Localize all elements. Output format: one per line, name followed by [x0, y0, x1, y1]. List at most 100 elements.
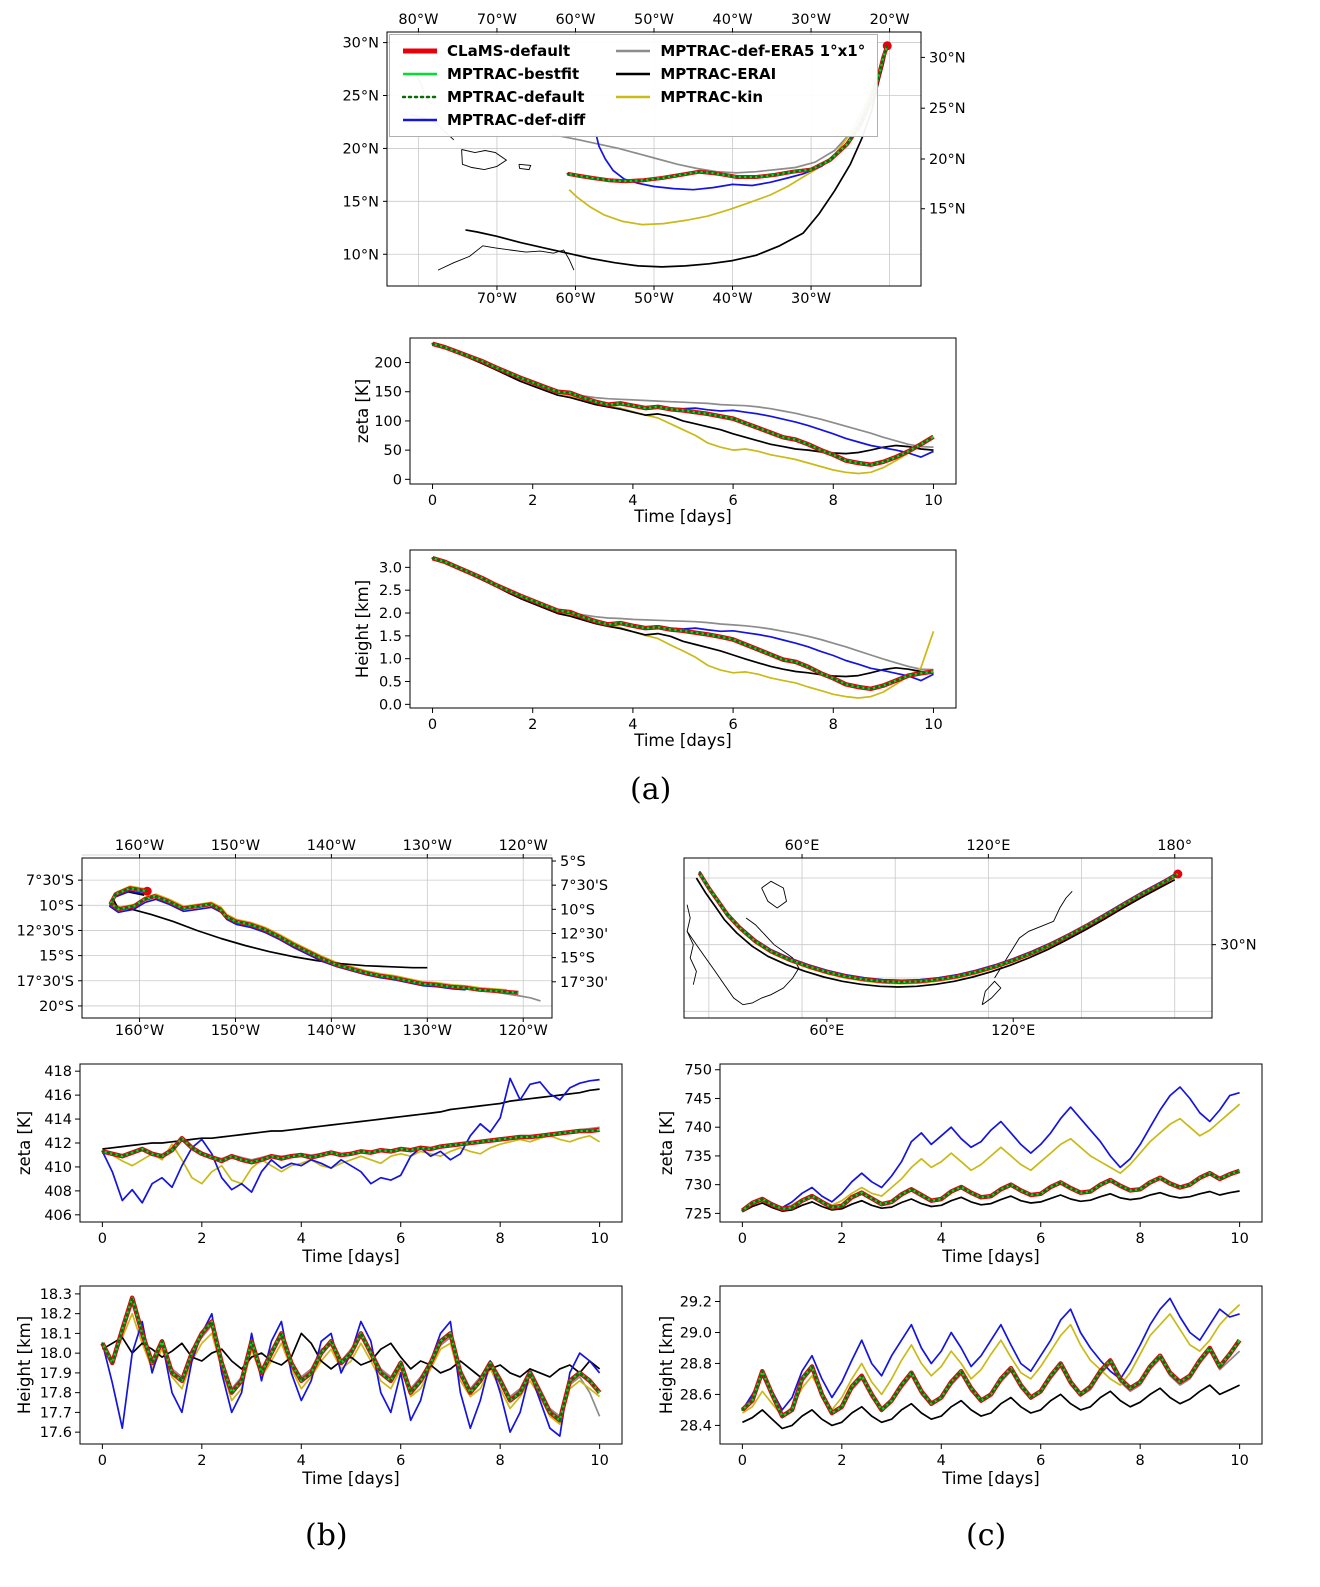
tick-label: 150°W [211, 1023, 260, 1039]
mptrac-def-era5-swatch-line [616, 49, 651, 53]
panel-b-caption: (b) [305, 1518, 348, 1553]
series-mptrac-default [431, 557, 935, 690]
tick-label: 60°W [555, 12, 595, 28]
panel-a-map: CLaMS-default MPTRAC-bestfit MPTRAC-defaul… [333, 8, 969, 310]
map-c-svg: 60°E 120°E 180° 60°E 120°E 30°N [683, 838, 1257, 1039]
tick-label: 7°30'S [560, 878, 608, 894]
legend-label: MPTRAC-def-diff [447, 111, 586, 129]
plot-border [719, 1063, 1263, 1223]
mptrac-kin-swatch-line [616, 95, 651, 99]
series-clams-default [431, 556, 934, 692]
legend-label: MPTRAC-ERAI [660, 65, 777, 83]
series-mptrac-def-era5 [432, 342, 934, 449]
series-mptrac-kin [101, 1312, 601, 1426]
tick-label: 15°N [342, 194, 379, 210]
panel-c-map: 60°E 120°E 180° 60°E 120°E 30°N [664, 836, 1270, 1040]
tick-label: 6 [396, 1453, 405, 1469]
coastline [686, 917, 800, 1006]
panel-b-zeta-plot: 0 2 4 6 8 10 406 408 410 412 414 416 418 Time [days] z… [14, 1056, 636, 1270]
legend-entry-mptrac-bestfit: MPTRAC-bestfit [402, 65, 585, 83]
tick-label: 730 [684, 1178, 712, 1194]
coastline [761, 880, 788, 909]
tick-label: 150 [374, 385, 402, 401]
plot-border [79, 1285, 623, 1445]
tick-label: Time [days] [633, 731, 731, 750]
tick-label: 2.0 [379, 606, 402, 622]
series-mptrac-def-era5 [432, 557, 934, 671]
tick-label: 70°W [477, 291, 517, 307]
tick-label: Time [days] [301, 1247, 399, 1266]
tick-label: 160°W [115, 838, 164, 854]
tick-label: 28.8 [680, 1356, 712, 1372]
series-mptrac-def-diff [432, 557, 934, 682]
tick-label: 0 [98, 1453, 107, 1469]
series-mptrac-kin [698, 874, 1179, 985]
tick-label: 6 [396, 1231, 405, 1247]
tick-label: 17°30'S [17, 974, 74, 990]
tick-label: 15°S [39, 949, 74, 965]
tick-label: 2 [837, 1453, 846, 1469]
tick-label: Height [km] [657, 1316, 676, 1414]
mptrac-bestfit-swatch-line [403, 72, 437, 76]
tick-label: 18.0 [40, 1346, 72, 1362]
tick-label: 30°W [791, 291, 831, 307]
tick-label: 12°30'S [17, 923, 74, 939]
tick-label: 120°E [966, 838, 1010, 854]
tick-label: 2 [837, 1231, 846, 1247]
legend-label: MPTRAC-default [447, 88, 585, 106]
legend-entry-mptrac-erai: MPTRAC-ERAI [615, 65, 865, 83]
tick-label: 4 [297, 1453, 306, 1469]
tick-label: 10 [1230, 1453, 1248, 1469]
legend-entry-mptrac-def-diff: MPTRAC-def-diff [402, 111, 585, 129]
tick-label: 2 [197, 1231, 206, 1247]
tick-label: 80°W [398, 12, 438, 28]
tick-label: 8 [496, 1453, 505, 1469]
series-mptrac-default [109, 887, 520, 994]
tick-label: 10 [1230, 1231, 1248, 1247]
legend-label: MPTRAC-kin [660, 88, 764, 106]
tick-label: 10 [924, 493, 942, 509]
panel-a-caption: (a) [630, 772, 672, 807]
series-mptrac-default [566, 44, 889, 183]
tick-label: 50°W [634, 12, 674, 28]
tick-label: 2.5 [379, 583, 402, 599]
series-mptrac-erai [432, 557, 934, 678]
legend-column: MPTRAC-def-ERA5 1°x1° MPTRAC-ERAI MPTRAC-k… [615, 42, 865, 129]
series-mptrac-erai [742, 1384, 1240, 1430]
series-mptrac-def-diff [741, 1297, 1240, 1411]
panel-b-height-plot: 0 2 4 6 8 10 17.6 17.7 17.8 17.9 18.0 18.1 18.2 18.3 T… [14, 1278, 636, 1492]
coastline [981, 980, 1002, 1006]
series-mptrac-def-era5 [698, 872, 1179, 983]
tick-label: 29.0 [680, 1325, 712, 1341]
tick-label: 0 [98, 1231, 107, 1247]
tick-label: 3.0 [379, 560, 402, 576]
tick-label: 2 [528, 717, 537, 733]
series-mptrac-bestfit [432, 342, 935, 466]
tick-label: 0 [738, 1231, 747, 1247]
tick-label: Height [km] [15, 1316, 34, 1414]
panel-a-height-plot: 0 2 4 6 8 10 0.0 0.5 1.0 1.5 2.0 2.5 3.0 Time [days] H… [352, 542, 970, 754]
tick-label: 20°W [870, 12, 910, 28]
series-mptrac-kin [102, 1134, 601, 1185]
series-mptrac-erai [101, 1332, 601, 1378]
series-clams-default [431, 341, 935, 467]
tick-label: 8 [829, 493, 838, 509]
tick-label: 60°E [785, 838, 820, 854]
zeta-c-svg: 0 2 4 6 8 10 725 730 735 740 745 750 Time [days] zeta… [657, 1063, 1263, 1266]
series-mptrac-default [101, 1296, 601, 1422]
tick-label: 5°S [560, 854, 586, 870]
tick-label: zeta [K] [657, 1111, 676, 1175]
plot-border [79, 1063, 623, 1223]
series-clams-default-start-marker [1173, 869, 1183, 879]
tick-label: 17.8 [40, 1386, 72, 1402]
tick-label: 130°W [403, 838, 452, 854]
height-c-svg: 0 2 4 6 8 10 28.4 28.6 28.8 29.0 29.2 Time [days] He… [657, 1285, 1263, 1488]
tick-label: 414 [44, 1112, 72, 1128]
tick-label: 20°N [929, 152, 966, 168]
tick-label: 0 [428, 717, 437, 733]
tick-label: 130°W [403, 1023, 452, 1039]
tick-label: 18.1 [40, 1326, 72, 1342]
tick-label: 18.3 [40, 1287, 72, 1303]
plot-border [409, 549, 957, 709]
